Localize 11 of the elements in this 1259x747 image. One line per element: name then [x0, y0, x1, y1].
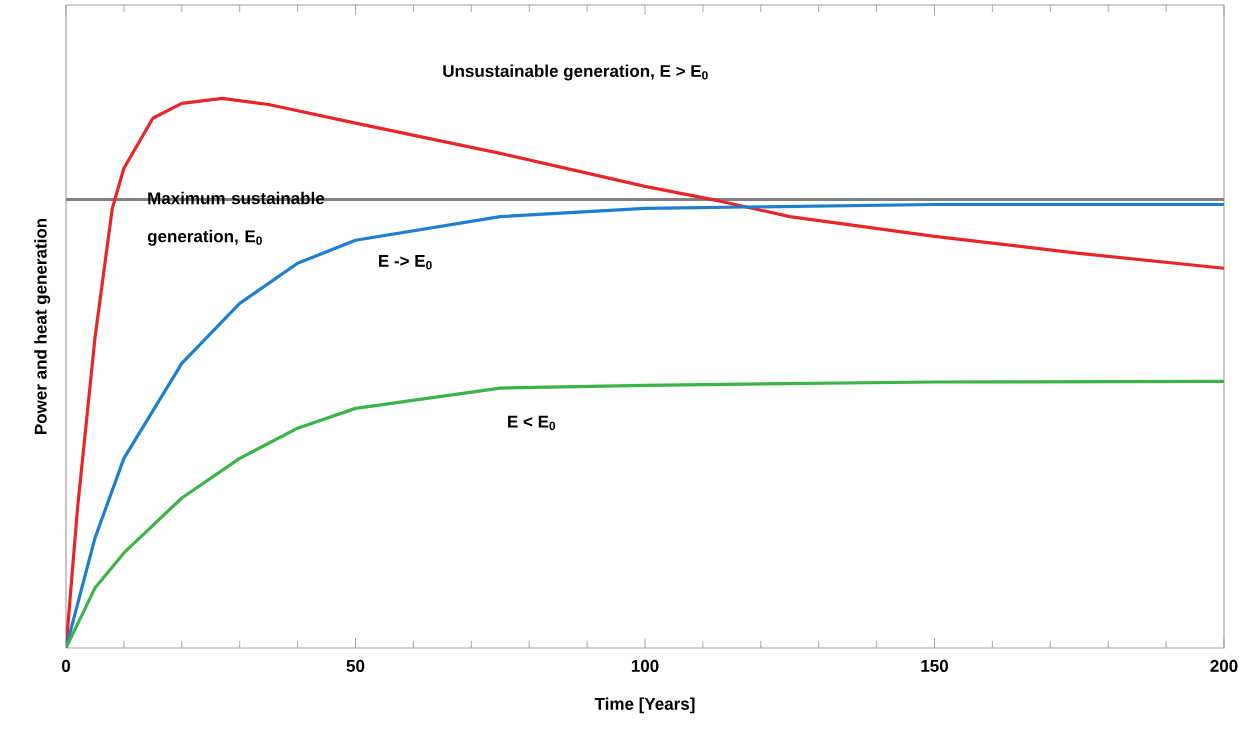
text: Unsustainable generation, E > E$_{0}$	[443, 64, 708, 81]
y-axis-title: Power and heat generation	[34, 218, 51, 434]
x-axis-title: Time [Years]	[594, 697, 695, 714]
text: Maximum sustainable generation, E$_{0}$	[147, 191, 325, 246]
x-tick-label: 50	[346, 659, 365, 672]
annotation: E -> E$_{0}$	[379, 254, 432, 270]
x-tick-label: 200	[1210, 659, 1238, 672]
x-tick-label: 150	[921, 659, 948, 672]
annotation: E < E$_{0}$	[508, 415, 556, 431]
x-tick-label: 100	[631, 659, 659, 672]
x-tick-label: 0	[61, 659, 71, 672]
